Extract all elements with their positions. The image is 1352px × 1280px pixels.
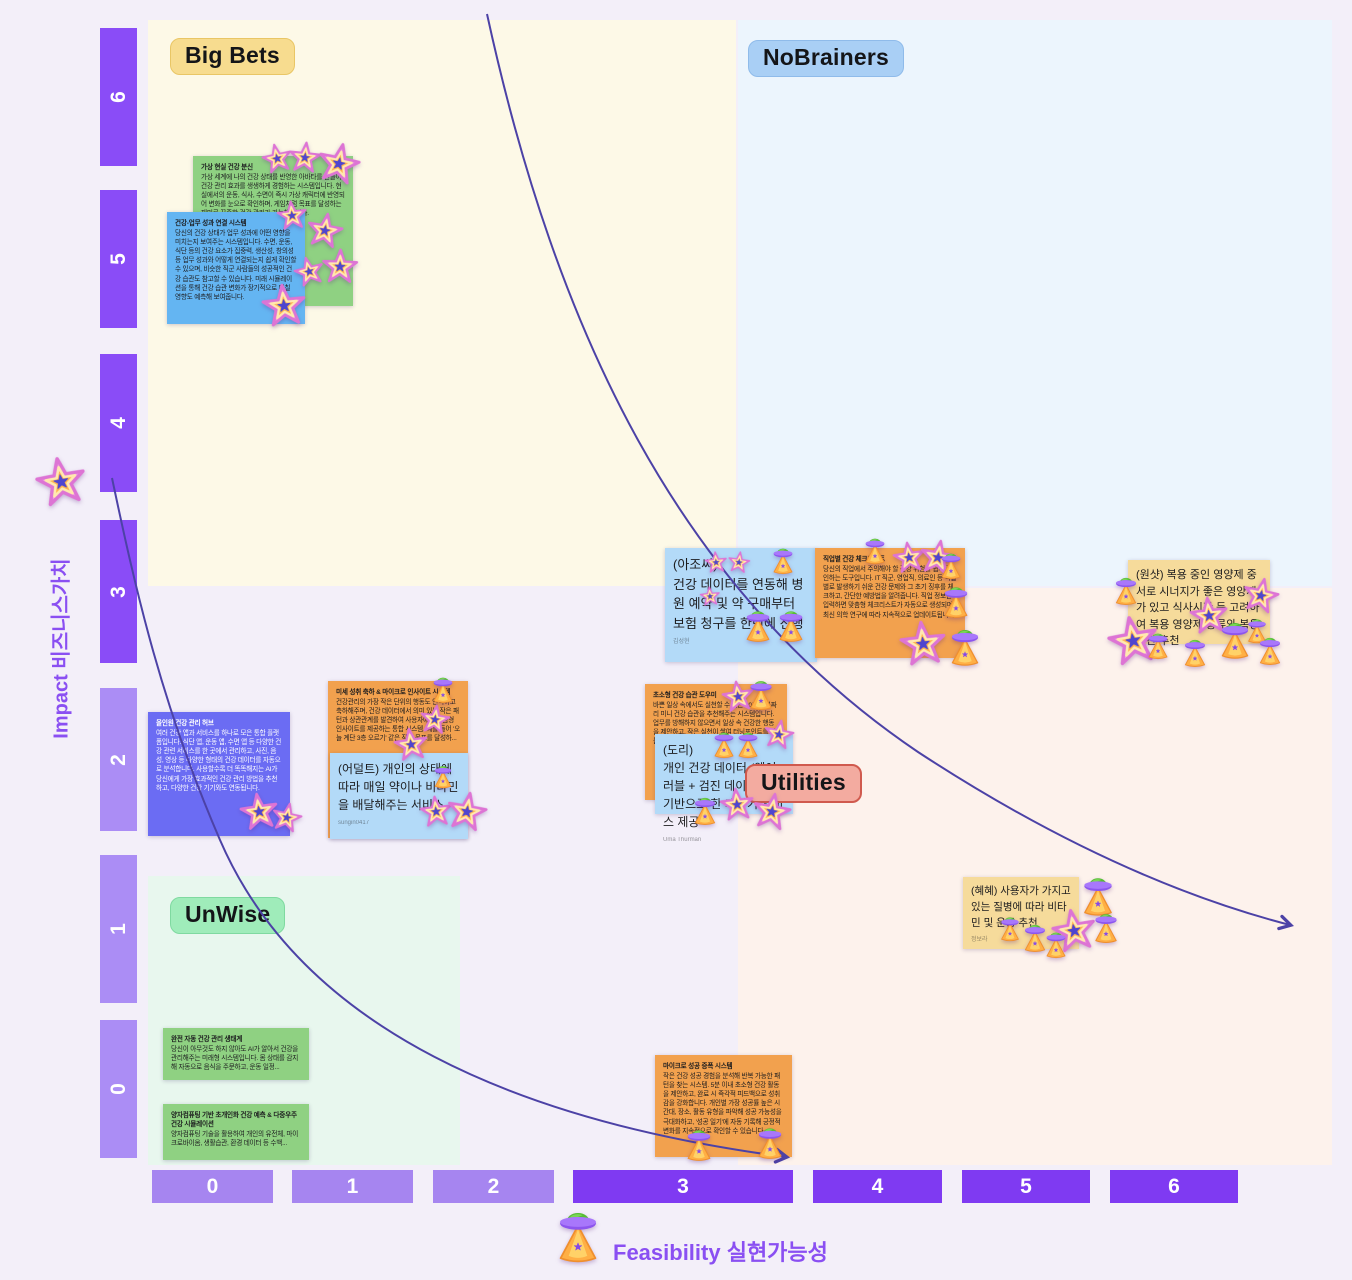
x-axis-tick-2: 2 <box>433 1170 554 1203</box>
note-auto-ecosystem[interactable]: 완전 자동 건강 관리 생태계 당신이 아무것도 하지 않아도 AI가 알아서 … <box>163 1028 309 1080</box>
note-title: 가상 현실 건강 분신 <box>201 164 253 171</box>
ufo-sticker-icon[interactable] <box>1254 634 1286 666</box>
ufo-sticker-icon[interactable] <box>752 1124 788 1160</box>
y-axis-label: Impact 비즈니스가치 <box>50 558 73 739</box>
ufo-sticker-icon[interactable] <box>733 729 763 759</box>
note-title: 양자컴퓨팅 기반 초개인화 건강 예측 & 다중우주 건강 시뮬레이션 <box>171 1112 297 1129</box>
star-sticker-icon[interactable] <box>276 199 309 232</box>
x-axis-tick-4: 4 <box>813 1170 942 1203</box>
star-sticker-icon[interactable] <box>444 788 490 834</box>
y-axis-tick-6: 6 <box>100 28 137 166</box>
x-axis-tick-6: 6 <box>1110 1170 1238 1203</box>
ufo-sticker-icon[interactable] <box>936 550 966 580</box>
star-sticker-icon[interactable] <box>898 618 949 669</box>
ufo-sticker-icon[interactable] <box>740 607 776 643</box>
star-sticker-icon[interactable] <box>321 247 358 284</box>
y-axis-tick-5: 5 <box>100 190 137 328</box>
star-sticker-icon[interactable] <box>727 550 752 575</box>
x-axis-tick-3: 3 <box>573 1170 793 1203</box>
ufo-sticker-icon[interactable] <box>744 677 778 711</box>
x-axis-label: Feasibility 실현가능성 <box>613 1240 828 1265</box>
ufo-sticker-icon[interactable] <box>768 545 798 575</box>
ufo-sticker-icon[interactable] <box>549 1206 607 1264</box>
y-axis-tick-0: 0 <box>100 1020 137 1158</box>
ufo-sticker-icon[interactable] <box>1110 574 1142 606</box>
quadrant-region-nobrainers <box>738 20 1332 586</box>
note-body: 당신의 건강 상태가 업무 성과에 어떤 영향을 미치는지 보여주는 시스템입니… <box>175 230 297 301</box>
x-axis-tick-1: 1 <box>292 1170 413 1203</box>
star-sticker-icon[interactable] <box>304 209 346 251</box>
star-sticker-icon[interactable] <box>704 550 728 574</box>
note-author: 정보라 <box>971 937 988 944</box>
star-sticker-icon[interactable] <box>392 725 430 763</box>
star-sticker-icon[interactable] <box>269 799 305 835</box>
star-sticker-icon[interactable] <box>260 281 308 329</box>
y-axis-tick-4: 4 <box>100 354 137 492</box>
star-sticker-icon[interactable] <box>32 452 90 510</box>
note-quantum-simulation[interactable]: 양자컴퓨팅 기반 초개인화 건강 예측 & 다중우주 건강 시뮬레이션 양자컴퓨… <box>163 1104 309 1160</box>
note-title: 완전 자동 건강 관리 생태계 <box>171 1036 243 1043</box>
ufo-sticker-icon[interactable] <box>681 1126 717 1162</box>
star-sticker-icon[interactable] <box>1240 574 1283 617</box>
ufo-sticker-icon[interactable] <box>1089 910 1123 944</box>
y-axis-tick-1: 1 <box>100 855 137 1003</box>
x-axis-tick-0: 0 <box>152 1170 273 1203</box>
note-title: 올인원 건강 관리 허브 <box>156 720 214 727</box>
quadrant-label-unwise[interactable]: UnWise <box>170 897 286 934</box>
ufo-sticker-icon[interactable] <box>428 674 458 704</box>
star-sticker-icon[interactable] <box>699 585 721 607</box>
star-sticker-icon[interactable] <box>762 717 797 752</box>
note-body: 양자컴퓨팅 기술을 활용하여 개인의 유전체, 마이크로바이옴, 생활습관, 환… <box>171 1131 299 1148</box>
y-axis-tick-3: 3 <box>100 520 137 663</box>
note-body: 여러 건강 앱과 서비스를 하나로 모은 통합 플랫폼입니다. 식단 앱, 운동… <box>156 730 282 792</box>
note-title: 마이크로 성공 증폭 시스템 <box>663 1063 733 1070</box>
x-axis-tick-5: 5 <box>962 1170 1090 1203</box>
ufo-sticker-icon[interactable] <box>938 583 974 619</box>
note-title: 건강-업무 성과 연결 시스템 <box>175 220 247 227</box>
ufo-sticker-icon[interactable] <box>944 625 986 667</box>
star-sticker-icon[interactable] <box>750 789 794 833</box>
ufo-sticker-icon[interactable] <box>689 794 721 826</box>
quadrant-label-big-bets[interactable]: Big Bets <box>170 38 295 75</box>
ufo-sticker-icon[interactable] <box>860 535 890 565</box>
star-sticker-icon[interactable] <box>718 785 755 822</box>
ufo-sticker-icon[interactable] <box>1179 636 1211 668</box>
star-sticker-icon[interactable] <box>314 138 364 188</box>
ufo-sticker-icon[interactable] <box>1041 929 1071 959</box>
quadrant-label-nobrainers[interactable]: NoBrainers <box>748 40 904 77</box>
note-body: 당신이 아무것도 하지 않아도 AI가 알아서 건강을 관리해주는 미래형 시스… <box>171 1046 299 1072</box>
y-axis-tick-2: 2 <box>100 688 137 831</box>
ufo-sticker-icon[interactable] <box>773 607 809 643</box>
note-author: Uma Thurman <box>663 837 702 843</box>
ufo-sticker-icon[interactable] <box>430 763 456 789</box>
note-work-performance-link[interactable]: 건강-업무 성과 연결 시스템 당신의 건강 상태가 업무 성과에 어떤 영향을… <box>167 212 305 324</box>
ufo-sticker-icon[interactable] <box>1143 630 1173 660</box>
